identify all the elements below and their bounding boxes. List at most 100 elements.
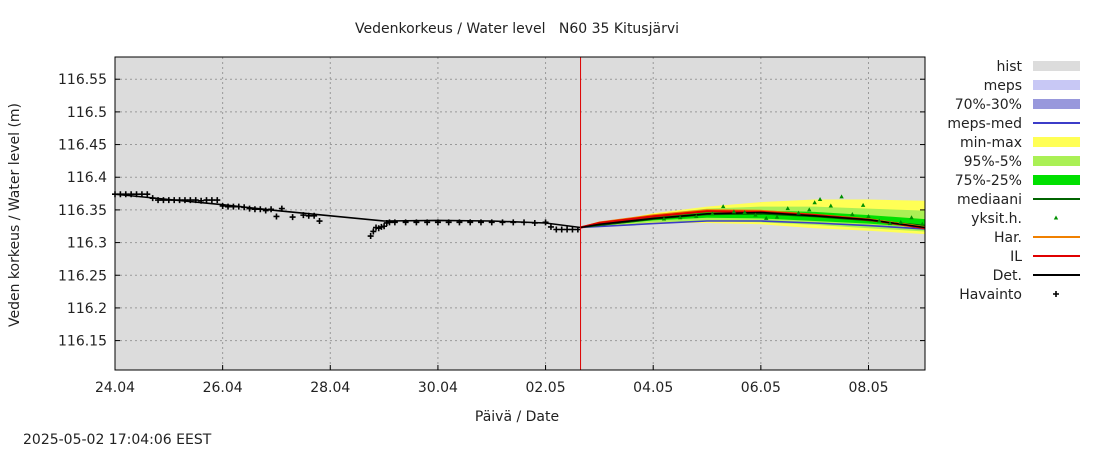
havainto-point (133, 191, 140, 198)
yksit-point (920, 221, 925, 226)
havainto-point (300, 212, 307, 219)
y-tick-label: 116.15 (58, 334, 107, 350)
legend-swatch (1033, 175, 1080, 185)
havainto-point (155, 197, 162, 204)
havainto-point (531, 219, 538, 226)
havainto-point (564, 226, 571, 233)
legend-label: Har. (994, 230, 1022, 246)
havainto-point (165, 197, 172, 204)
havainto-point (367, 233, 374, 240)
legend-label: Det. (993, 268, 1022, 284)
havainto-point (456, 219, 463, 226)
havainto-point (122, 191, 129, 198)
yksit-point (764, 215, 769, 220)
legend-label: meps-med (947, 116, 1022, 132)
havainto-point (445, 219, 452, 226)
yksit-point (839, 194, 844, 199)
yksit-point (796, 210, 801, 215)
yksit-point (710, 211, 715, 216)
yksit-point (909, 215, 914, 220)
legend-label: 95%-5% (964, 154, 1022, 170)
havainto-point (477, 219, 484, 226)
havainto-point (198, 197, 205, 204)
yksit-point (828, 203, 834, 208)
x-tick-label: 04.05 (633, 380, 673, 396)
havainto-point (386, 219, 393, 226)
legend-swatch (1033, 156, 1080, 166)
havainto-point (305, 212, 312, 219)
havainto-point (176, 197, 183, 204)
havainto-point (434, 219, 441, 226)
legend: hist meps 70%-30% meps-med min-max 95%-5% 75%-… (947, 59, 1080, 303)
havainto-point (547, 223, 554, 230)
havainto-point (246, 205, 253, 212)
yksit-point (817, 196, 823, 201)
havainto-point (171, 197, 178, 204)
yksit-point (887, 221, 893, 226)
yksit-point (898, 219, 903, 224)
havainto-point (311, 212, 318, 219)
yksit-point (720, 204, 726, 209)
havainto-point (370, 228, 377, 235)
legend-label: yksit.h. (971, 211, 1022, 227)
legend-label: Havainto (959, 287, 1022, 303)
y-tick-label: 116.55 (58, 72, 107, 88)
chart-title: Vedenkorkeus / Water level N60 35 Kitusj… (355, 21, 679, 37)
havainto-point (413, 219, 420, 226)
x-tick-label: 26.04 (203, 380, 243, 396)
yksit-point (807, 207, 812, 212)
yksit-point (661, 216, 667, 221)
yksit-point (742, 210, 747, 215)
havainto-point (391, 219, 398, 226)
havainto-point (316, 218, 323, 225)
havainto-point (424, 219, 431, 226)
y-axis-label: Veden korkeus / Water level (m) (7, 103, 23, 327)
yksit-point (785, 206, 790, 211)
havainto-point (117, 191, 124, 198)
legend-label: hist (996, 59, 1022, 75)
havainto-point (128, 191, 135, 198)
yksit-point (731, 209, 737, 214)
havainto-point (268, 206, 275, 213)
havainto-point (181, 197, 188, 204)
legend-label: min-max (960, 135, 1022, 151)
havainto-point (273, 213, 280, 220)
havainto-point (262, 207, 269, 214)
y-tick-label: 116.35 (58, 203, 107, 219)
havainto-point (225, 203, 232, 210)
havainto-point (219, 202, 226, 209)
legend-label: 70%-30% (955, 97, 1022, 113)
havainto-point (203, 197, 210, 204)
havainto-point (558, 226, 565, 233)
havainto-point (402, 219, 409, 226)
band-95%-5% (580, 206, 925, 232)
timestamp: 2025-05-02 17:04:06 EEST (23, 432, 212, 448)
yksit-point (677, 215, 683, 220)
havainto-point (251, 206, 258, 213)
yksit-point (850, 211, 855, 216)
yksit-point (774, 214, 780, 219)
havainto-point (289, 214, 296, 221)
series-meps-med (580, 220, 926, 230)
x-tick-label: 24.04 (95, 380, 135, 396)
legend-swatch (1033, 61, 1080, 71)
havainto-point (230, 203, 237, 210)
y-tick-label: 116.4 (67, 170, 107, 186)
havainto-point (488, 219, 495, 226)
havainto-point (149, 195, 156, 202)
havainto-point (542, 219, 549, 226)
band-75%-25% (580, 210, 925, 228)
yksit-point (812, 200, 817, 205)
yksit-point (877, 218, 882, 223)
plot-frame (114, 56, 926, 371)
legend-swatch (1053, 215, 1059, 220)
y-tick-label: 116.25 (58, 268, 107, 284)
x-tick-label: 02.05 (526, 380, 566, 396)
havainto-point (214, 197, 221, 204)
havainto-point (553, 226, 560, 233)
legend-label: mediaani (957, 192, 1022, 208)
havainto-point (499, 219, 506, 226)
havainto-point (187, 197, 194, 204)
legend-swatch (1033, 137, 1080, 147)
yksit-point (694, 213, 699, 218)
